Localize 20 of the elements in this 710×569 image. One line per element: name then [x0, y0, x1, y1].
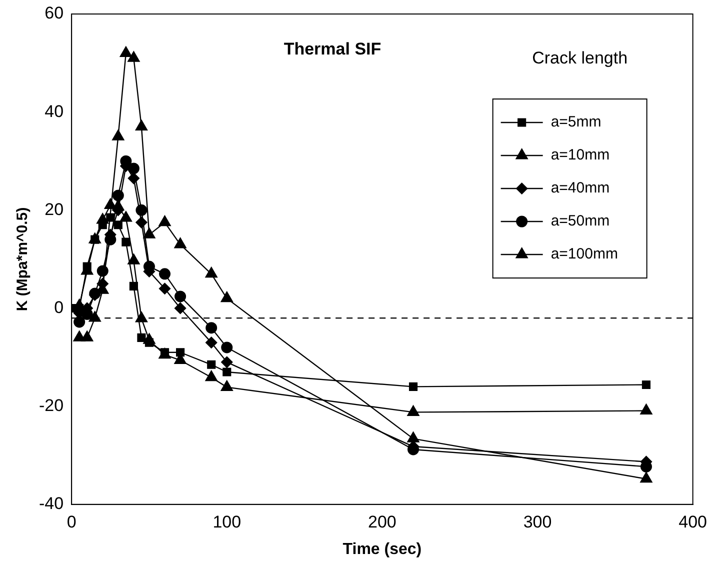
x-tick-label: 200 — [368, 512, 396, 532]
text: Thermal SIF — [284, 40, 382, 59]
legend-label: a=40mm — [550, 180, 610, 197]
x-axis-title: Time (sec) — [342, 540, 422, 558]
legend-title: Crack length — [532, 48, 628, 68]
y-tick-label: 20 — [44, 200, 64, 219]
y-tick-label: -20 — [38, 396, 64, 416]
x-tick-label: 0 — [66, 512, 76, 532]
legend-label: a=50mm — [550, 212, 610, 230]
legend-label: a=5mm — [550, 114, 602, 131]
legend-label: a=100mm — [550, 246, 618, 263]
y-tick-label: -40 — [38, 494, 64, 514]
y-tick-label: 40 — [44, 102, 64, 121]
y-tick-label: 0 — [54, 298, 64, 317]
legend-label: a=10mm — [550, 146, 610, 164]
y-axis-title: K (Mpa*m^0.5) — [14, 207, 32, 312]
y-tick-label: 60 — [44, 4, 64, 23]
x-tick-label: 400 — [678, 512, 708, 532]
x-tick-label: 300 — [523, 512, 552, 532]
x-tick-label: 100 — [212, 512, 242, 532]
